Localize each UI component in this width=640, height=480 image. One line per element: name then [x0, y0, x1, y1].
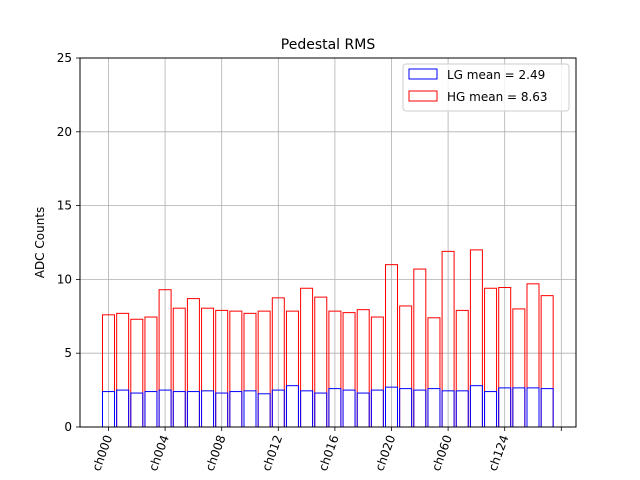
legend-swatch-hg: [408, 90, 438, 102]
chart-title: Pedestal RMS: [281, 37, 376, 53]
legend-label-hg: HG mean = 8.63: [447, 90, 548, 104]
plot-frame: [79, 57, 577, 428]
legend-box: [402, 63, 570, 112]
legend: LG mean = 2.49 HG mean = 8.63: [402, 63, 570, 112]
legend-label-lg: LG mean = 2.49: [447, 68, 545, 82]
y-tick-label: 25: [57, 51, 72, 65]
y-tick-label: 5: [64, 346, 72, 360]
y-tick-label: 10: [57, 272, 72, 286]
grid-lines: [80, 57, 576, 428]
y-tick-label: 15: [57, 199, 72, 213]
y-tick-label: 0: [64, 420, 72, 434]
legend-swatch-lg: [408, 68, 438, 80]
y-tick-label: 20: [57, 125, 72, 139]
y-axis-label: ADC Counts: [33, 207, 47, 279]
